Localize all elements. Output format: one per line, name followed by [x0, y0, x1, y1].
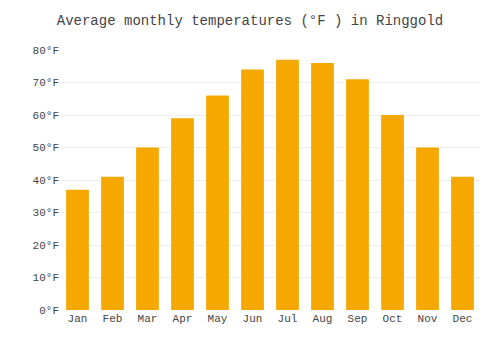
svg-text:Mar: Mar — [138, 313, 158, 325]
svg-text:Aug: Aug — [313, 313, 333, 325]
svg-text:Oct: Oct — [383, 313, 403, 325]
svg-text:Feb: Feb — [103, 313, 123, 325]
svg-text:70°F: 70°F — [33, 77, 59, 89]
svg-text:Jan: Jan — [68, 313, 88, 325]
svg-text:50°F: 50°F — [33, 142, 59, 154]
svg-text:10°F: 10°F — [33, 272, 59, 284]
svg-text:Dec: Dec — [453, 313, 473, 325]
svg-text:Apr: Apr — [173, 313, 193, 325]
svg-text:Average monthly temperatures (: Average monthly temperatures (°F ) in Ri… — [57, 13, 443, 29]
svg-text:May: May — [208, 313, 228, 325]
svg-text:30°F: 30°F — [33, 207, 59, 219]
svg-text:40°F: 40°F — [33, 175, 59, 187]
svg-text:Sep: Sep — [348, 313, 368, 325]
svg-text:20°F: 20°F — [33, 240, 59, 252]
svg-text:60°F: 60°F — [33, 110, 59, 122]
svg-text:0°F: 0°F — [39, 305, 59, 317]
svg-text:80°F: 80°F — [33, 45, 59, 57]
svg-text:Jun: Jun — [243, 313, 263, 325]
svg-text:Jul: Jul — [278, 313, 298, 325]
svg-text:Nov: Nov — [418, 313, 438, 325]
